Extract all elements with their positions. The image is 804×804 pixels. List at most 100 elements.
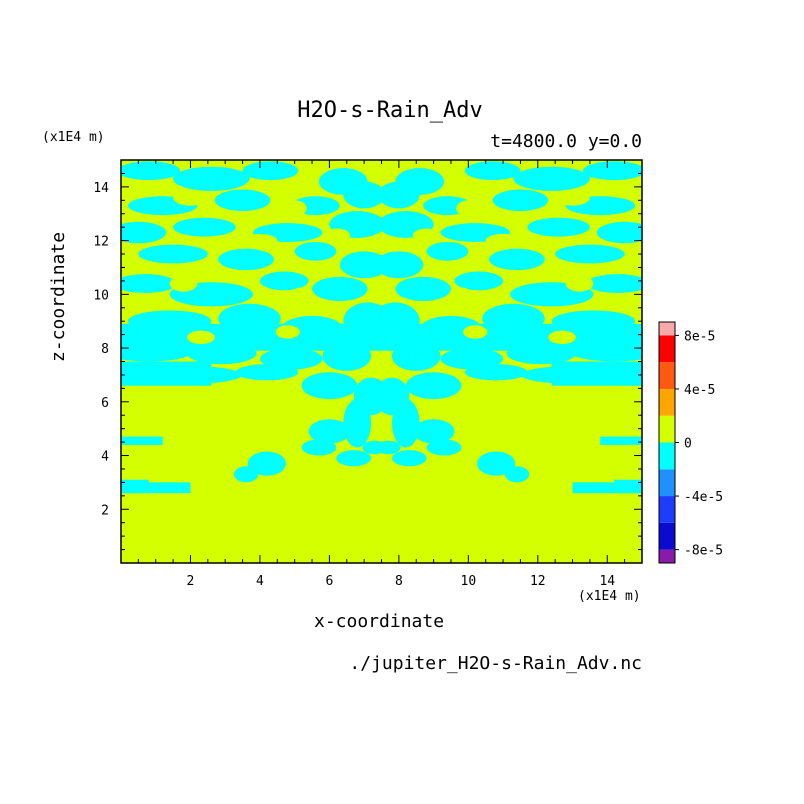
- positive-region: [548, 330, 577, 345]
- positive-region: [287, 287, 316, 307]
- x-tick-label: 6: [325, 574, 333, 589]
- negative-region: [235, 364, 299, 381]
- positive-region: [565, 275, 594, 292]
- negative-region: [513, 166, 590, 191]
- negative-region: [247, 451, 286, 476]
- positive-region: [485, 233, 521, 248]
- negative-region: [121, 274, 177, 293]
- negative-region: [440, 348, 504, 370]
- negative-region: [242, 161, 299, 181]
- negative-region: [339, 251, 389, 279]
- positive-region: [447, 287, 476, 307]
- colorbar-segment: [659, 549, 675, 563]
- colorbar-segment: [659, 388, 675, 416]
- negative-region: [378, 181, 420, 209]
- negative-band: [572, 482, 642, 494]
- negative-region: [374, 251, 424, 279]
- positive-region: [456, 200, 481, 217]
- colorbar-tick-label: 0: [684, 437, 692, 452]
- x-tick-label: 2: [187, 574, 195, 589]
- negative-region: [426, 439, 462, 456]
- colorbar-segment: [659, 469, 675, 497]
- colorbar-tick-label: -8e-5: [684, 544, 723, 559]
- positive-region: [412, 228, 441, 242]
- heatmap-field: [121, 161, 642, 494]
- negative-band: [600, 436, 642, 445]
- x-tick-label: 8: [395, 574, 403, 589]
- negative-region: [173, 217, 236, 237]
- colorbar: 8e-5 4e-5 0 -4e-5 -8e-5: [658, 321, 723, 564]
- negative-region: [121, 161, 181, 181]
- y-tick-label: 4: [101, 450, 109, 465]
- x-tick-label: 12: [530, 574, 546, 589]
- negative-region: [294, 241, 337, 261]
- negative-region: [464, 161, 521, 181]
- negative-region: [477, 451, 516, 476]
- negative-region: [527, 217, 590, 237]
- axes: 2 4 6 8 10 12 14 2 4 6 8 10 12 14: [93, 160, 642, 589]
- time-info: t=4800.0 y=0.0: [490, 131, 642, 152]
- negative-region: [138, 244, 208, 264]
- negative-region: [504, 466, 530, 483]
- positive-region: [242, 233, 278, 248]
- negative-region: [582, 161, 642, 181]
- negative-region: [586, 274, 642, 293]
- negative-region: [214, 189, 271, 212]
- negative-region: [555, 244, 625, 264]
- z-axis-unit: (x1E4 m): [42, 130, 105, 145]
- positive-region: [555, 189, 590, 206]
- negative-region: [218, 248, 274, 271]
- negative-region: [301, 372, 358, 400]
- negative-region: [173, 166, 250, 191]
- colorbar-segment: [659, 496, 675, 523]
- positive-region: [463, 325, 488, 339]
- negative-region: [412, 419, 455, 444]
- chart-title: H2O-s-Rain_Adv: [297, 98, 483, 123]
- negative-region: [343, 181, 385, 209]
- colorbar-segment: [659, 335, 675, 363]
- negative-region: [391, 399, 420, 448]
- negative-region: [301, 439, 337, 456]
- negative-region: [464, 364, 528, 381]
- colorbar-tick-label: 4e-5: [684, 383, 715, 398]
- negative-region: [376, 440, 401, 455]
- negative-band: [121, 482, 191, 494]
- colorbar-segment: [659, 322, 675, 336]
- colorbar-segment: [659, 522, 675, 550]
- positive-region: [173, 189, 208, 206]
- negative-region: [391, 450, 427, 467]
- negative-region: [492, 189, 549, 212]
- colorbar-segment: [659, 442, 675, 470]
- positive-region: [282, 200, 307, 217]
- negative-band: [121, 361, 212, 386]
- source-file-label: ./jupiter_H2O-s-Rain_Adv.nc: [349, 653, 642, 674]
- negative-region: [405, 372, 462, 400]
- negative-region: [308, 419, 351, 444]
- y-tick-label: 14: [93, 181, 109, 196]
- negative-region: [259, 271, 309, 291]
- y-tick-label: 6: [101, 396, 109, 411]
- negative-band: [551, 361, 642, 386]
- negative-region: [312, 276, 368, 302]
- y-tick-label: 10: [93, 288, 109, 303]
- colorbar-tick-label: -4e-5: [684, 490, 723, 505]
- negative-region: [343, 399, 372, 448]
- negative-region: [259, 348, 323, 370]
- y-tick-label: 12: [93, 235, 109, 250]
- colorbar-tick-label: 8e-5: [684, 329, 715, 344]
- positive-region: [169, 275, 198, 292]
- negative-region: [489, 248, 545, 271]
- x-tick-label: 4: [256, 574, 264, 589]
- positive-region: [275, 325, 300, 339]
- negative-region: [233, 466, 259, 483]
- y-tick-label: 2: [101, 503, 109, 518]
- y-tick-label: 8: [101, 342, 109, 357]
- positive-region: [186, 330, 215, 345]
- negative-region: [395, 276, 451, 302]
- negative-region: [454, 271, 504, 291]
- x-axis-unit: (x1E4 m): [578, 589, 641, 604]
- negative-region: [426, 241, 469, 261]
- negative-band: [121, 436, 163, 445]
- x-tick-label: 10: [461, 574, 477, 589]
